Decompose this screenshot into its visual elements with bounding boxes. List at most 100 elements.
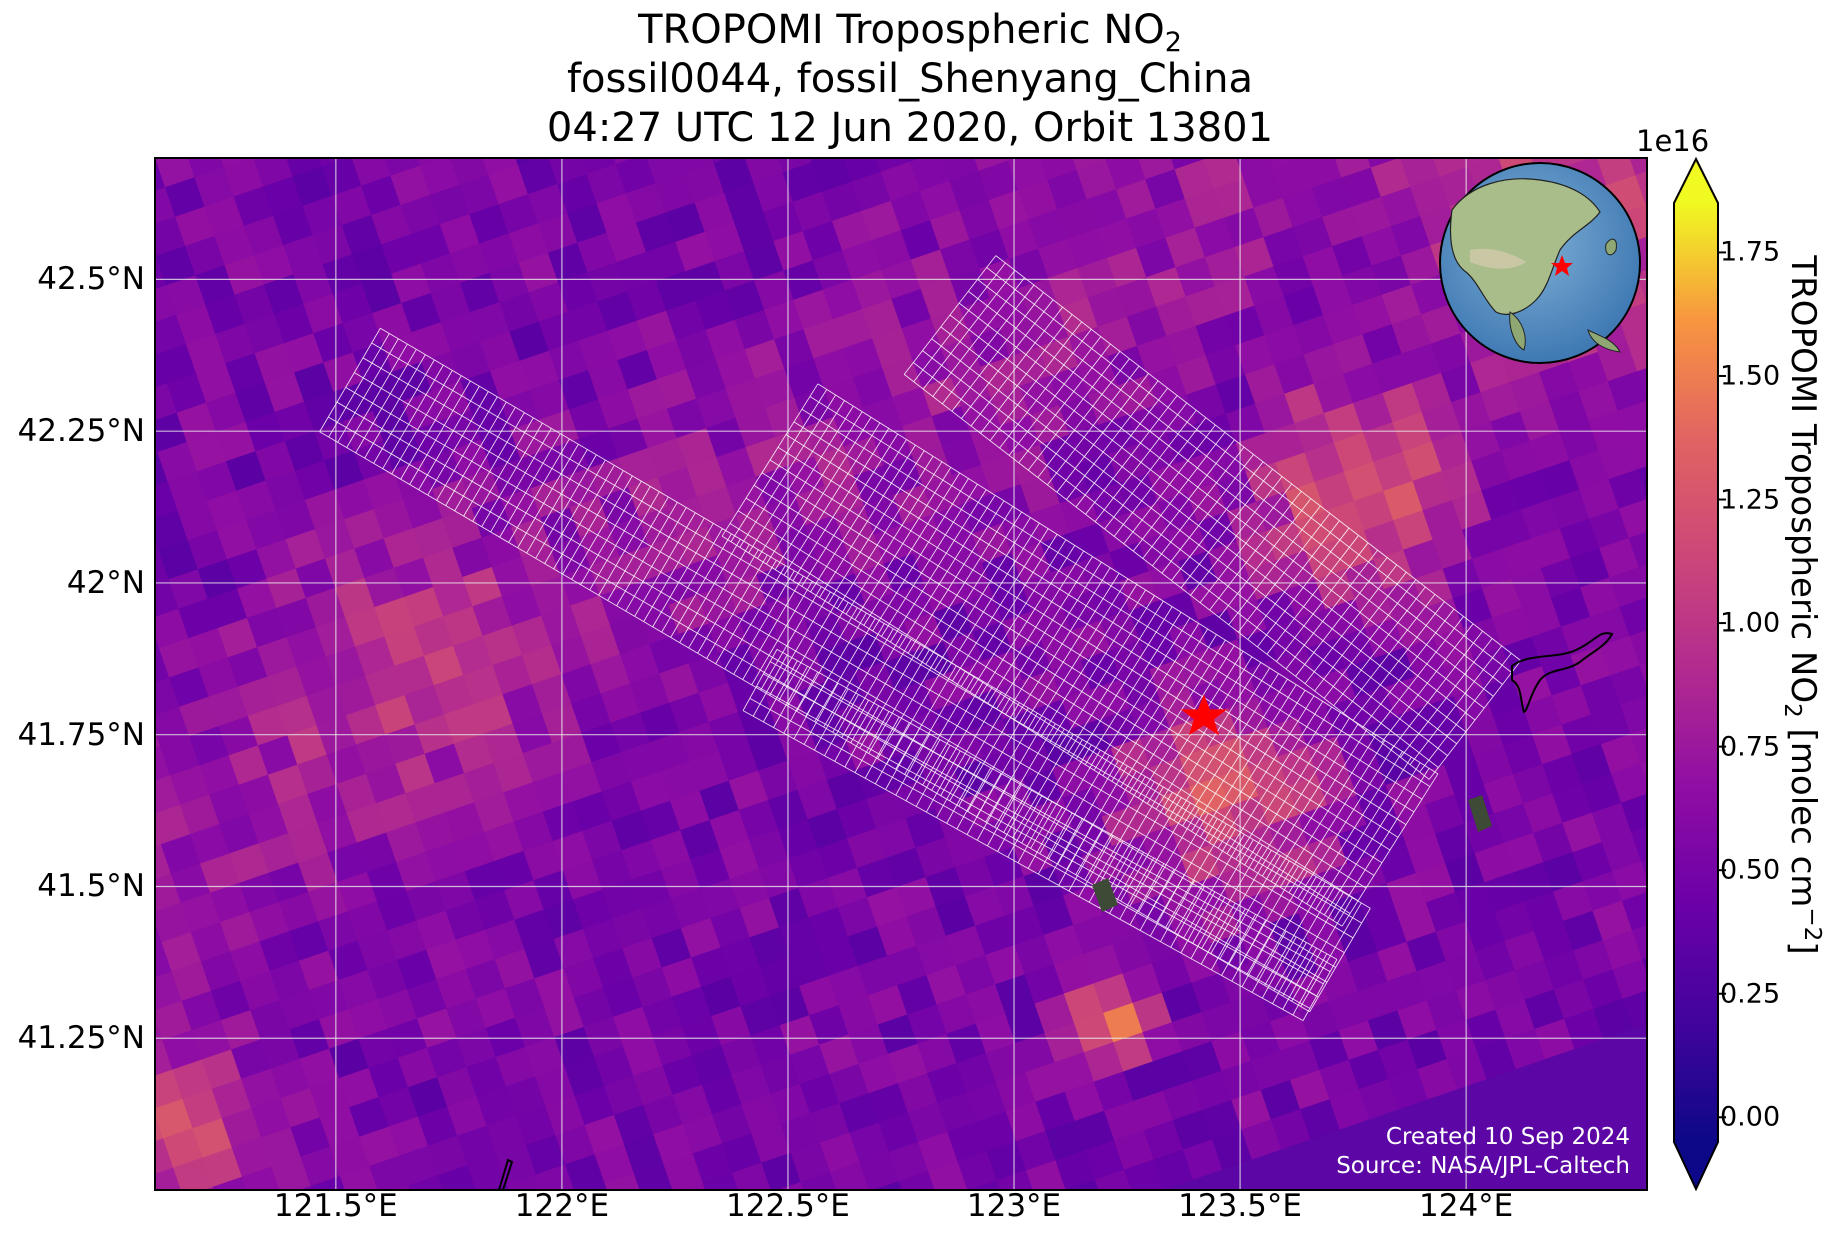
no2-pixel xyxy=(961,493,1003,535)
no2-pixel xyxy=(733,211,775,253)
no2-pixel xyxy=(1015,1130,1057,1172)
no2-pixel xyxy=(355,636,396,677)
colorbar-tick-label: 1.50 xyxy=(1720,360,1781,392)
no2-pixel xyxy=(1283,285,1325,326)
no2-pixel xyxy=(670,888,712,930)
no2-pixel xyxy=(578,428,620,470)
no2-pixel xyxy=(574,1085,616,1126)
no2-pixel xyxy=(617,349,659,391)
no2-pixel xyxy=(297,754,338,795)
no2-pixel xyxy=(461,468,503,510)
no2-pixel xyxy=(554,1026,596,1068)
no2-pixel xyxy=(748,730,789,772)
no2-pixel xyxy=(195,264,236,306)
no2-pixel xyxy=(416,910,457,951)
no2-pixel xyxy=(640,800,682,842)
no2-pixel xyxy=(363,469,405,511)
no2-pixel xyxy=(963,689,1005,731)
no2-pixel xyxy=(1238,726,1279,768)
no2-pixel xyxy=(1071,718,1113,760)
no2-pixel xyxy=(1539,361,1580,403)
no2-pixel xyxy=(830,1161,871,1190)
no2-pixel xyxy=(558,369,600,411)
no2-pixel xyxy=(604,1173,646,1190)
no2-pixel xyxy=(1280,1040,1321,1081)
no2-pixel xyxy=(248,803,290,845)
no2-pixel xyxy=(1362,323,1403,365)
no2-pixel xyxy=(241,1166,283,1190)
no2-pixel xyxy=(521,546,562,588)
no2-pixel xyxy=(681,1015,723,1057)
no2-pixel xyxy=(1500,440,1542,482)
no2-pixel xyxy=(175,304,217,345)
no2-pixel xyxy=(676,427,718,469)
no2-pixel xyxy=(1382,382,1424,424)
no2-pixel xyxy=(1253,197,1295,239)
no2-pixel xyxy=(1256,589,1298,631)
no2-pixel xyxy=(877,1014,919,1055)
no2-pixel xyxy=(1244,266,1285,307)
no2-pixel xyxy=(1620,792,1647,833)
no2-pixel xyxy=(1275,550,1317,591)
no2-pixel xyxy=(1384,676,1426,718)
no2-pixel xyxy=(1073,1012,1115,1054)
no2-pixel xyxy=(774,328,815,370)
no2-pixel xyxy=(341,214,383,256)
no2-pixel xyxy=(945,925,987,966)
no2-pixel xyxy=(155,187,177,228)
no2-pixel xyxy=(739,897,781,939)
no2-pixel xyxy=(741,1093,782,1135)
inset-globe xyxy=(1439,162,1641,364)
no2-pixel xyxy=(679,721,720,763)
no2-pixel xyxy=(1443,656,1485,698)
no2-pixel xyxy=(366,763,407,805)
no2-pixel xyxy=(412,420,453,461)
no2-pixel xyxy=(656,368,698,410)
no2-pixel xyxy=(410,223,452,265)
no2-pixel xyxy=(188,627,230,669)
no2-pixel xyxy=(164,176,206,218)
no2-pixel xyxy=(1386,872,1428,914)
globe-land-islands xyxy=(1587,238,1621,353)
no2-pixel xyxy=(471,497,513,539)
no2-pixel xyxy=(155,158,167,199)
no2-pixel xyxy=(754,368,796,409)
no2-pixel xyxy=(1326,794,1368,836)
no2-pixel xyxy=(1483,773,1525,815)
no2-pixel xyxy=(661,957,703,998)
no2-pixel xyxy=(721,1133,763,1174)
no2-pixel xyxy=(155,941,173,983)
no2-pixel xyxy=(1620,694,1647,735)
no2-pixel xyxy=(1239,824,1280,866)
no2-pixel xyxy=(237,676,279,717)
no2-pixel xyxy=(361,175,402,216)
no2-pixel xyxy=(1287,775,1329,817)
no2-pixel xyxy=(279,989,321,1031)
no2-pixel xyxy=(322,254,364,295)
no2-pixel xyxy=(1510,469,1552,511)
no2-pixel xyxy=(608,418,649,460)
no2-pixel xyxy=(1539,459,1581,501)
no2-pixel xyxy=(1215,374,1257,415)
no2-pixel xyxy=(234,284,276,325)
no2-pixel xyxy=(1102,904,1144,946)
no2-pixel xyxy=(934,798,976,839)
no2-pixel xyxy=(582,820,623,862)
no2-pixel xyxy=(1175,256,1217,298)
no2-pixel xyxy=(376,792,417,834)
no2-pixel xyxy=(288,822,329,864)
no2-pixel xyxy=(677,525,719,567)
no2-pixel xyxy=(1033,895,1075,936)
no2-pixel xyxy=(1599,537,1640,579)
no2-pixel xyxy=(351,158,392,187)
credit-created: Created 10 Sep 2024 xyxy=(1385,1124,1630,1150)
no2-pixel xyxy=(1559,518,1601,559)
no2-pixel xyxy=(1453,685,1495,727)
no2-pixel xyxy=(798,877,839,919)
no2-pixel xyxy=(259,931,301,972)
no2-pixel xyxy=(1414,666,1455,708)
no2-pixel xyxy=(474,890,516,931)
no2-pixel xyxy=(459,272,501,314)
no2-pixel xyxy=(489,262,530,304)
no2-pixel xyxy=(154,1197,195,1234)
